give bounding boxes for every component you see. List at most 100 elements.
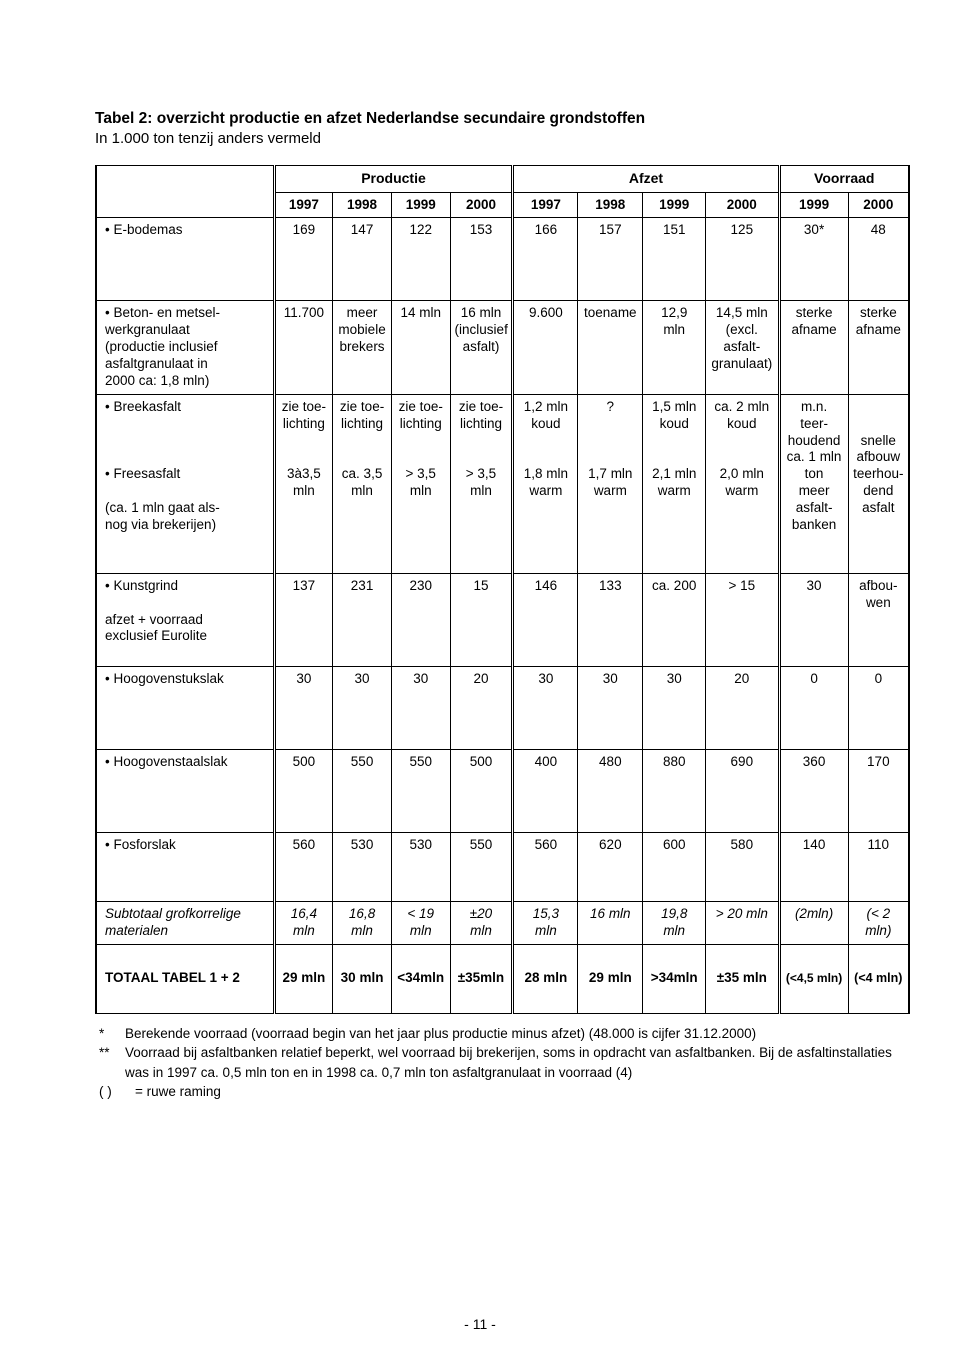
row-ebodem-p99: 122 — [391, 218, 450, 301]
row-beton-a97: 9.600 — [513, 301, 578, 394]
row-kunst-a98: 133 — [578, 573, 643, 666]
row-breekfrees-a98: ?1,7 mlnwarm — [578, 394, 643, 573]
row-ebodem-p00: 153 — [450, 218, 513, 301]
row-tot-p97: 29 mln — [274, 944, 333, 1013]
row-ebodem-label: • E-bodemas — [96, 218, 274, 301]
yr-p97: 1997 — [274, 192, 333, 218]
row-sub-a99: 19,8mln — [643, 901, 706, 944]
row-sub-p00: ±20mln — [450, 901, 513, 944]
row-tot-v99: (<4,5 mln) — [779, 944, 848, 1013]
row-ebodem-v99: 30* — [779, 218, 848, 301]
note3-mark: ( ) — [99, 1082, 135, 1102]
row-kunst-p00: 15 — [450, 573, 513, 666]
row-beton-a98: toename — [578, 301, 643, 394]
row-staal-label: • Hoogovenstaalslak — [96, 749, 274, 832]
row-tot-a99: >34mln — [643, 944, 706, 1013]
row-staal-p97: 500 — [274, 749, 333, 832]
row-sub-v99: (2mln) — [779, 901, 848, 944]
row-stuk-a00: 20 — [706, 666, 779, 749]
yr-v99: 1999 — [779, 192, 848, 218]
row-sub-a98: 16 mln — [578, 901, 643, 944]
row-stuk-p00: 20 — [450, 666, 513, 749]
row-sub-p98: 16,8mln — [333, 901, 392, 944]
row-tot-a97: 28 mln — [513, 944, 578, 1013]
row-staal-v00: 170 — [848, 749, 909, 832]
row-tot-p98: 30 mln — [333, 944, 392, 1013]
row-breekfrees-label: • Breekasfalt• Freesasfalt(ca. 1 mln gaa… — [96, 394, 274, 573]
row-ebodem-a00: 125 — [706, 218, 779, 301]
row-beton-a99: 12,9mln — [643, 301, 706, 394]
yr-a00: 2000 — [706, 192, 779, 218]
row-breekfrees-v00: snelleafbouwteerhou-dendasfalt — [848, 394, 909, 573]
col-group-voorraad: Voorraad — [779, 166, 909, 193]
row-stuk-p98: 30 — [333, 666, 392, 749]
row-stuk-p99: 30 — [391, 666, 450, 749]
row-kunst-p98: 231 — [333, 573, 392, 666]
row-kunst-a99: ca. 200 — [643, 573, 706, 666]
row-sub-a00: > 20 mln — [706, 901, 779, 944]
table-title: Tabel 2: overzicht productie en afzet Ne… — [95, 110, 910, 128]
col-group-productie: Productie — [274, 166, 513, 193]
row-beton-p98: meermobielebrekers — [333, 301, 392, 394]
row-breekfrees-v99: m.n.teer-houdendca. 1 mlntonmeerasfalt-b… — [779, 394, 848, 573]
row-fosfor-a97: 560 — [513, 832, 578, 901]
row-stuk-p97: 30 — [274, 666, 333, 749]
row-ebodem-a98: 157 — [578, 218, 643, 301]
row-breekfrees-a99: 1,5 mlnkoud2,1 mlnwarm — [643, 394, 706, 573]
row-sub-v00: (< 2mln) — [848, 901, 909, 944]
row-tot-v00: (<4 mln) — [848, 944, 909, 1013]
row-breekfrees-p98: zie toe-lichtingca. 3,5mln — [333, 394, 392, 573]
row-fosfor-v99: 140 — [779, 832, 848, 901]
row-breekfrees-p00: zie toe-lichting> 3,5mln — [450, 394, 513, 573]
row-ebodem-a97: 166 — [513, 218, 578, 301]
row-tot-a00: ±35 mln — [706, 944, 779, 1013]
row-beton-p99: 14 mln — [391, 301, 450, 394]
row-stuk-v99: 0 — [779, 666, 848, 749]
row-tot-p99: <34mln — [391, 944, 450, 1013]
row-kunst-p99: 230 — [391, 573, 450, 666]
row-breekfrees-a00: ca. 2 mlnkoud2,0 mlnwarm — [706, 394, 779, 573]
row-sub-p97: 16,4mln — [274, 901, 333, 944]
table-subtitle: In 1.000 ton tenzij anders vermeld — [95, 130, 910, 147]
row-stuk-label: • Hoogovenstukslak — [96, 666, 274, 749]
row-beton-p00: 16 mln(inclusiefasfalt) — [450, 301, 513, 394]
row-staal-a97: 400 — [513, 749, 578, 832]
row-kunst-a97: 146 — [513, 573, 578, 666]
row-totaal-label: TOTAAL TABEL 1 + 2 — [96, 944, 274, 1013]
yr-p00: 2000 — [450, 192, 513, 218]
row-kunst-p97: 137 — [274, 573, 333, 666]
row-subtotaal-label: Subtotaal grofkorreligematerialen — [96, 901, 274, 944]
row-fosfor-label: • Fosforslak — [96, 832, 274, 901]
row-stuk-a99: 30 — [643, 666, 706, 749]
row-staal-p99: 550 — [391, 749, 450, 832]
row-beton-v99: sterkeafname — [779, 301, 848, 394]
row-tot-a98: 29 mln — [578, 944, 643, 1013]
row-fosfor-a98: 620 — [578, 832, 643, 901]
row-breekfrees-p97: zie toe-lichting3à3,5mln — [274, 394, 333, 573]
note2-mark: ** — [99, 1043, 125, 1082]
row-breekfrees-a97: 1,2 mlnkoud1,8 mlnwarm — [513, 394, 578, 573]
row-fosfor-p99: 530 — [391, 832, 450, 901]
yr-v00: 2000 — [848, 192, 909, 218]
row-tot-p00: ±35mln — [450, 944, 513, 1013]
data-table: Productie Afzet Voorraad 1997 1998 1999 … — [95, 165, 910, 1014]
row-fosfor-a99: 600 — [643, 832, 706, 901]
note1-mark: * — [99, 1024, 125, 1044]
row-breekfrees-p99: zie toe-lichting> 3,5mln — [391, 394, 450, 573]
row-sub-a97: 15,3mln — [513, 901, 578, 944]
note3-text: = ruwe raming — [135, 1082, 221, 1102]
row-beton-a00: 14,5 mln(excl.asfalt-granulaat) — [706, 301, 779, 394]
row-stuk-a98: 30 — [578, 666, 643, 749]
row-ebodem-p98: 147 — [333, 218, 392, 301]
col-group-afzet: Afzet — [513, 166, 779, 193]
row-ebodem-v00: 48 — [848, 218, 909, 301]
row-staal-a98: 480 — [578, 749, 643, 832]
row-sub-p99: < 19mln — [391, 901, 450, 944]
note1-text: Berekende voorraad (voorraad begin van h… — [125, 1024, 756, 1044]
row-fosfor-p00: 550 — [450, 832, 513, 901]
row-stuk-v00: 0 — [848, 666, 909, 749]
row-staal-p98: 550 — [333, 749, 392, 832]
row-kunst-a00: > 15 — [706, 573, 779, 666]
yr-a99: 1999 — [643, 192, 706, 218]
row-staal-a99: 880 — [643, 749, 706, 832]
